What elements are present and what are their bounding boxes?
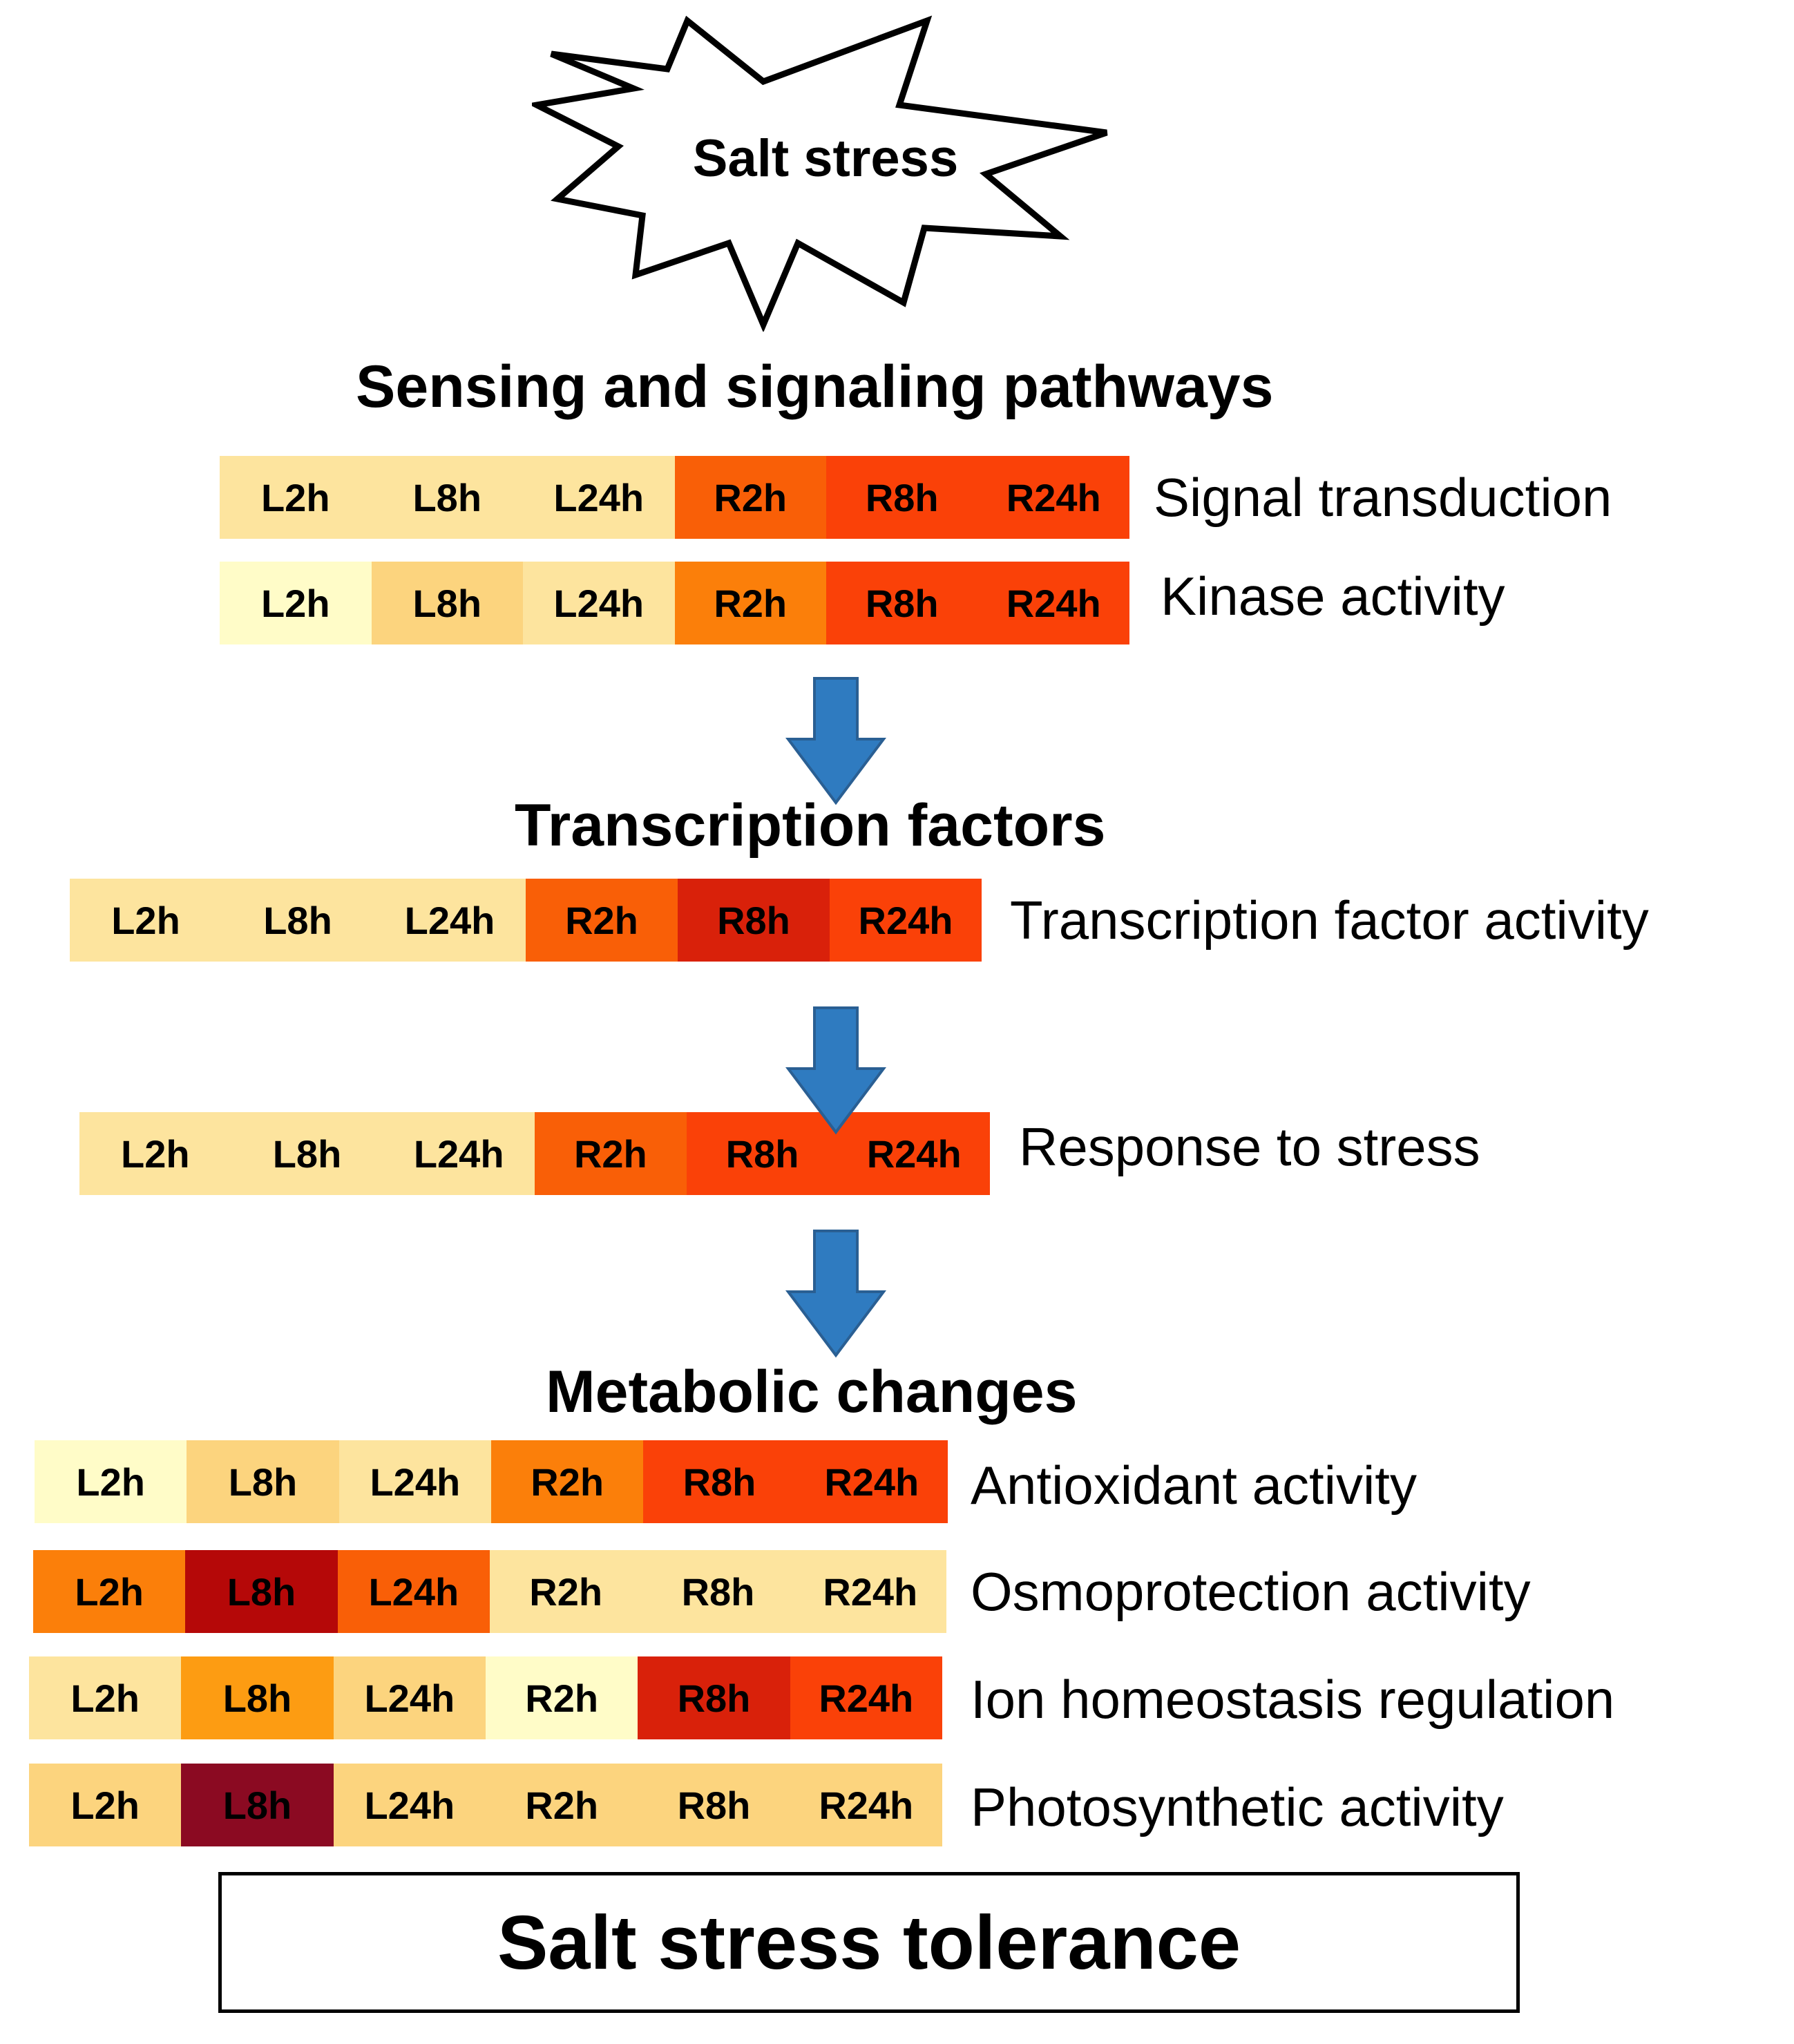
heatmap-cell: R24h — [794, 1550, 946, 1633]
heatmap-row-osmoprotection-activity: L2h L8h L24h R2h R8h R24h — [33, 1550, 946, 1633]
row-label-response-to-stress: Response to stress — [1019, 1116, 1480, 1177]
heatmap-cell: R2h — [526, 879, 678, 962]
row-label-osmoprotection-activity: Osmoprotection activity — [971, 1561, 1531, 1622]
heatmap-cell: L24h — [383, 1112, 535, 1195]
heading-transcription: Transcription factors — [515, 792, 1106, 859]
outcome-box: Salt stress tolerance — [218, 1872, 1520, 2013]
heatmap-cell: L24h — [333, 1656, 486, 1739]
heatmap-cell: L2h — [79, 1112, 231, 1195]
row-label-photosynthetic-activity: Photosynthetic activity — [971, 1777, 1504, 1837]
heatmap-cell: R24h — [977, 456, 1129, 539]
row-label-ion-homeostasis-regulation: Ion homeostasis regulation — [971, 1669, 1615, 1730]
heatmap-cell: L2h — [33, 1550, 186, 1633]
heatmap-cell: L2h — [29, 1656, 182, 1739]
trigger-label: Salt stress — [692, 129, 959, 188]
heatmap-cell: L8h — [181, 1656, 334, 1739]
heatmap-cell: L24h — [523, 562, 675, 644]
heatmap-cell: R2h — [489, 1550, 642, 1633]
heatmap-cell: L2h — [220, 456, 372, 539]
heatmap-cell: R24h — [795, 1440, 948, 1523]
heading-metabolic: Metabolic changes — [546, 1359, 1078, 1425]
heatmap-cell: R8h — [826, 562, 978, 644]
heatmap-cell: R2h — [535, 1112, 687, 1195]
heatmap-cell: R2h — [485, 1764, 638, 1846]
heatmap-cell: L2h — [70, 879, 222, 962]
heatmap-cell: R24h — [977, 562, 1129, 644]
row-label-transcription-factor-activity: Transcription factor activity — [1010, 890, 1649, 951]
heatmap-cell: R8h — [643, 1440, 796, 1523]
heatmap-cell: R8h — [826, 456, 978, 539]
heatmap-cell: L2h — [29, 1764, 182, 1846]
heatmap-cell: L24h — [333, 1764, 486, 1846]
heatmap-cell: R24h — [838, 1112, 991, 1195]
heatmap-cell: L8h — [187, 1440, 339, 1523]
down-arrow-icon — [785, 1006, 886, 1135]
heatmap-cell: L8h — [181, 1764, 334, 1846]
heatmap-cell: L8h — [222, 879, 374, 962]
heatmap-row-antioxidant-activity: L2h L8h L24h R2h R8h R24h — [35, 1440, 948, 1523]
heatmap-row-ion-homeostasis-regulation: L2h L8h L24h R2h R8h R24h — [29, 1656, 942, 1739]
outcome-label: Salt stress tolerance — [497, 1900, 1241, 1985]
heatmap-cell: R8h — [638, 1764, 790, 1846]
down-arrow-icon — [785, 1230, 886, 1358]
heatmap-cell: L24h — [338, 1440, 491, 1523]
heatmap-row-response-to-stress: L2h L8h L24h R2h R8h R24h — [79, 1112, 991, 1195]
heatmap-cell: L8h — [371, 456, 523, 539]
heatmap-cell: L24h — [523, 456, 675, 539]
heatmap-cell: R2h — [490, 1440, 644, 1523]
heatmap-cell: R8h — [638, 1656, 790, 1739]
row-label-antioxidant-activity: Antioxidant activity — [971, 1455, 1417, 1516]
heatmap-cell: R8h — [678, 879, 830, 962]
heatmap-cell: R24h — [790, 1656, 942, 1739]
heatmap-row-transcription-factor-activity: L2h L8h L24h R2h R8h R24h — [70, 879, 982, 962]
heatmap-cell: L24h — [337, 1550, 490, 1633]
burst-star-icon — [532, 15, 1108, 332]
heatmap-cell: R8h — [686, 1112, 839, 1195]
heatmap-cell: L2h — [220, 562, 372, 644]
heatmap-cell: L8h — [231, 1112, 383, 1195]
heatmap-cell: R2h — [674, 456, 826, 539]
heatmap-cell: R8h — [642, 1550, 794, 1633]
heatmap-cell: L8h — [371, 562, 523, 644]
heading-sensing: Sensing and signaling pathways — [356, 354, 1274, 420]
heatmap-cell: R2h — [485, 1656, 638, 1739]
heatmap-cell: R2h — [674, 562, 826, 644]
heatmap-cell: R24h — [790, 1764, 942, 1846]
heatmap-row-signal-transduction: L2h L8h L24h R2h R8h R24h — [220, 456, 1129, 539]
heatmap-row-photosynthetic-activity: L2h L8h L24h R2h R8h R24h — [29, 1764, 942, 1846]
row-label-signal-transduction: Signal transduction — [1154, 467, 1612, 528]
heatmap-cell: R24h — [830, 879, 982, 962]
heatmap-cell: L2h — [35, 1440, 187, 1523]
heatmap-row-kinase-activity: L2h L8h L24h R2h R8h R24h — [220, 562, 1129, 644]
heatmap-cell: L8h — [185, 1550, 338, 1633]
down-arrow-icon — [785, 677, 886, 805]
row-label-kinase-activity: Kinase activity — [1161, 566, 1505, 627]
heatmap-cell: L24h — [374, 879, 526, 962]
